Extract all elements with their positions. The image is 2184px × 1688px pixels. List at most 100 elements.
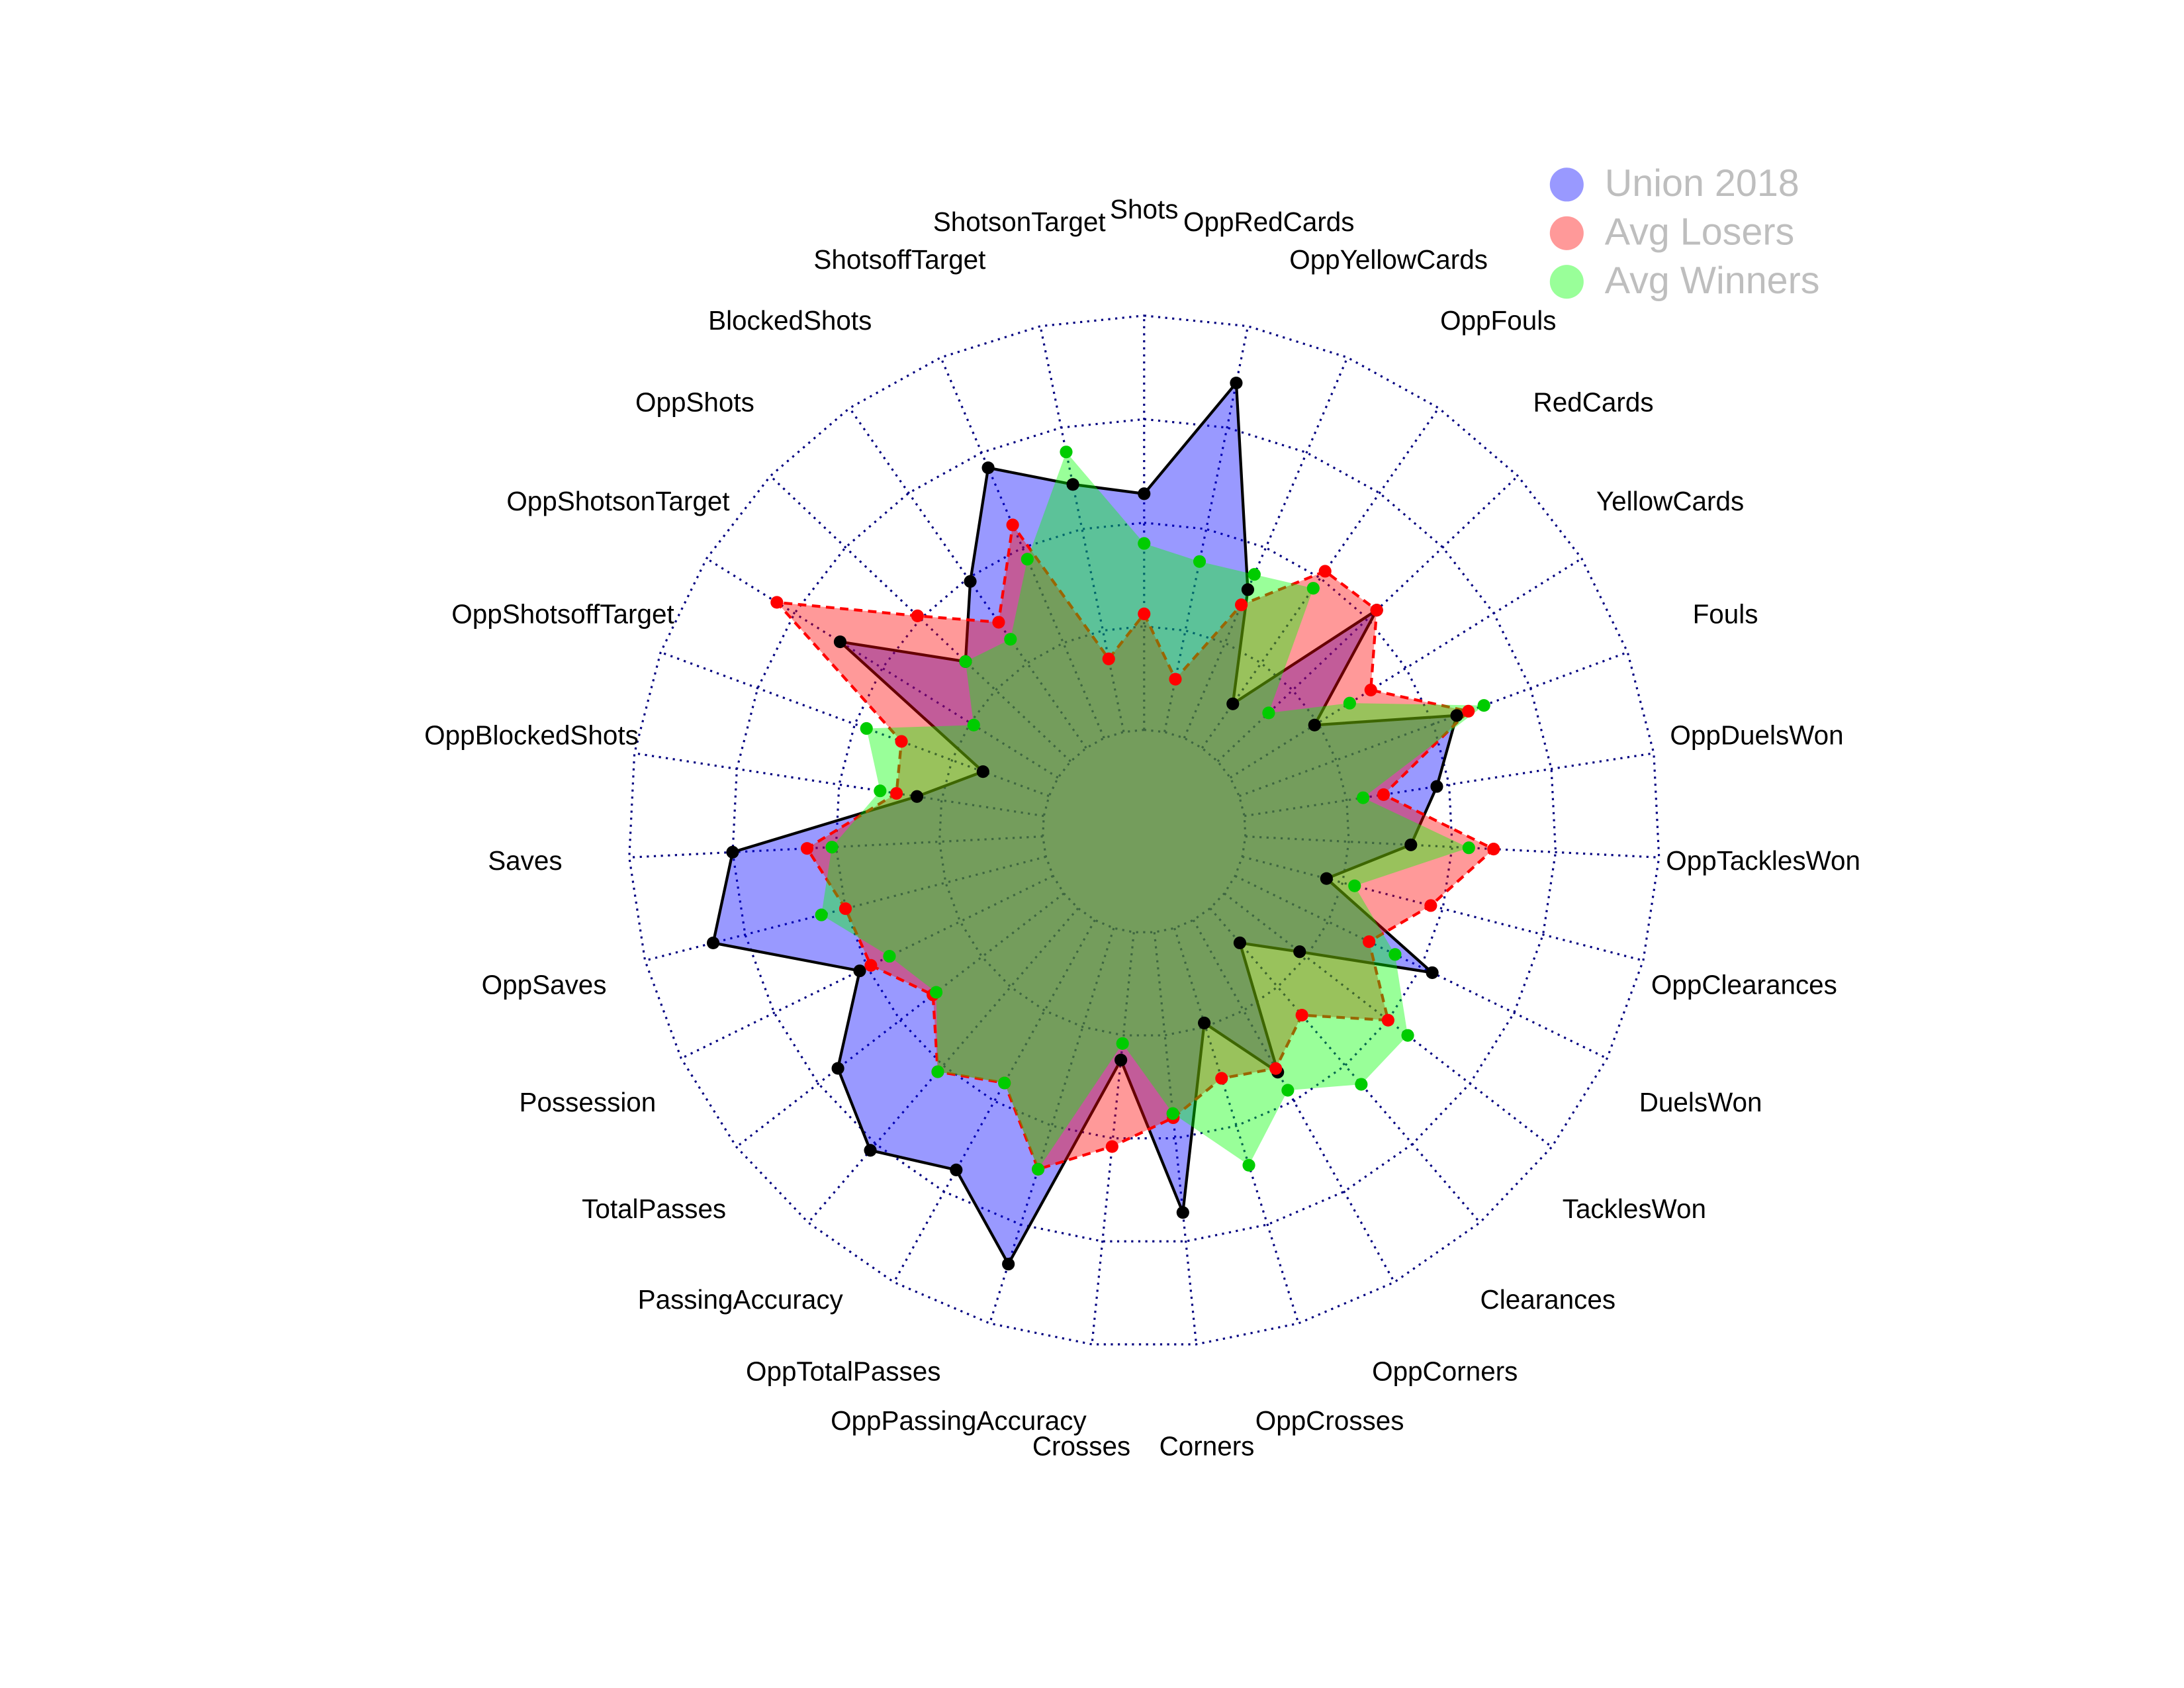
spoke (1192, 919, 1396, 1283)
legend-swatch (1549, 265, 1584, 299)
spoke (1163, 326, 1250, 733)
series-points (706, 376, 1500, 1271)
axis-labels: Shots OppRedCards OppYellowCards OppFouls Re… (424, 194, 1860, 1461)
data-point (976, 765, 989, 778)
axis-label: TacklesWon (1563, 1194, 1706, 1224)
data-point (1462, 841, 1475, 855)
axis-label: TotalPasses (582, 1194, 726, 1224)
legend-label: Avg Winners (1605, 259, 1820, 302)
grid (628, 314, 1661, 1346)
data-point (959, 655, 972, 668)
axis-label: Fouls (1693, 598, 1758, 629)
data-point (1166, 1107, 1179, 1120)
axis-label: Shots (1110, 194, 1178, 224)
data-point (1404, 838, 1418, 851)
axis-label: BlockedShots (708, 305, 872, 336)
axis-label: OppShots (635, 387, 754, 417)
data-point (1105, 1140, 1118, 1153)
data-point (1234, 598, 1248, 612)
spoke (735, 892, 1065, 1148)
series-area (711, 379, 1459, 1267)
spoke (1201, 407, 1440, 749)
legend-swatch (1549, 167, 1584, 202)
data-point (1262, 706, 1275, 720)
axis-label: Saves (488, 845, 562, 876)
axis-label: OppTotalPasses (746, 1356, 940, 1386)
data-point (1388, 948, 1402, 961)
data-point (1116, 1037, 1129, 1050)
spoke (1242, 855, 1644, 962)
data-point (1450, 709, 1463, 722)
data-point (1269, 1062, 1283, 1075)
grid-ring (938, 625, 1350, 1037)
axis-label: OppClearances (1651, 969, 1837, 1000)
spoke (807, 908, 1079, 1223)
axis-label: ShotsonTarget (933, 207, 1106, 237)
data-point (1060, 445, 1073, 459)
axis-label: OppSaves (482, 969, 607, 1000)
data-point (770, 596, 784, 609)
spoke (1234, 874, 1608, 1060)
axis-label: ShotsoffTarget (813, 244, 985, 275)
spoke (1223, 892, 1553, 1148)
axis-label: OppCorners (1372, 1356, 1518, 1386)
spoke (940, 357, 1105, 739)
data-point (839, 902, 852, 915)
data-point (860, 722, 873, 735)
spoke (770, 475, 1071, 763)
spoke (1216, 475, 1519, 763)
data-point (1169, 673, 1182, 686)
data-point (1308, 718, 1321, 731)
data-point (831, 1062, 844, 1075)
spoke (1153, 932, 1198, 1345)
axis-label: OppRedCards (1183, 207, 1354, 237)
axis-label: OppPassingAccuracy (831, 1405, 1087, 1436)
data-point (1343, 696, 1356, 710)
data-point (800, 842, 814, 855)
data-point (1193, 555, 1206, 568)
data-point (864, 1144, 877, 1157)
data-point (895, 735, 908, 748)
data-point (1248, 568, 1261, 581)
data-point (1318, 565, 1332, 578)
data-point (1226, 697, 1240, 710)
data-point (981, 461, 995, 475)
axis-label: Possession (520, 1087, 657, 1117)
data-point (964, 575, 977, 588)
data-point (1401, 1029, 1414, 1042)
data-point (1021, 553, 1034, 566)
grid-ring (1042, 728, 1247, 933)
axis-label: DuelsWon (1639, 1087, 1762, 1117)
data-point (1102, 652, 1115, 665)
data-point (911, 609, 924, 622)
data-point (1138, 607, 1151, 620)
data-point (815, 908, 828, 921)
data-point (1370, 604, 1383, 617)
spoke (1244, 752, 1655, 818)
data-point (1198, 1016, 1211, 1029)
series-areas (711, 379, 1496, 1267)
axis-label: OppFouls (1440, 305, 1556, 336)
axis-label: RedCards (1533, 387, 1654, 417)
data-point (1364, 683, 1377, 696)
data-point (833, 635, 847, 649)
axis-label: OppYellowCards (1289, 244, 1488, 275)
legend-swatch (1549, 216, 1584, 250)
data-point (1002, 1258, 1015, 1271)
data-point (1006, 518, 1019, 532)
axis-label: OppTacklesWon (1666, 845, 1860, 876)
spoke (1183, 357, 1349, 739)
data-point (1320, 872, 1333, 885)
legend: Union 2018 Avg Losers Avg Winners (1549, 162, 1820, 302)
data-point (929, 986, 943, 999)
data-point (1004, 633, 1017, 646)
axis-label: Crosses (1032, 1430, 1130, 1461)
spoke (1245, 835, 1659, 859)
data-point (853, 964, 866, 978)
data-point (1424, 899, 1437, 912)
series-area (773, 521, 1496, 1171)
axis-label: Clearances (1480, 1284, 1616, 1315)
grid-ring (731, 418, 1557, 1243)
data-point (1032, 1162, 1045, 1176)
data-point (967, 718, 980, 731)
